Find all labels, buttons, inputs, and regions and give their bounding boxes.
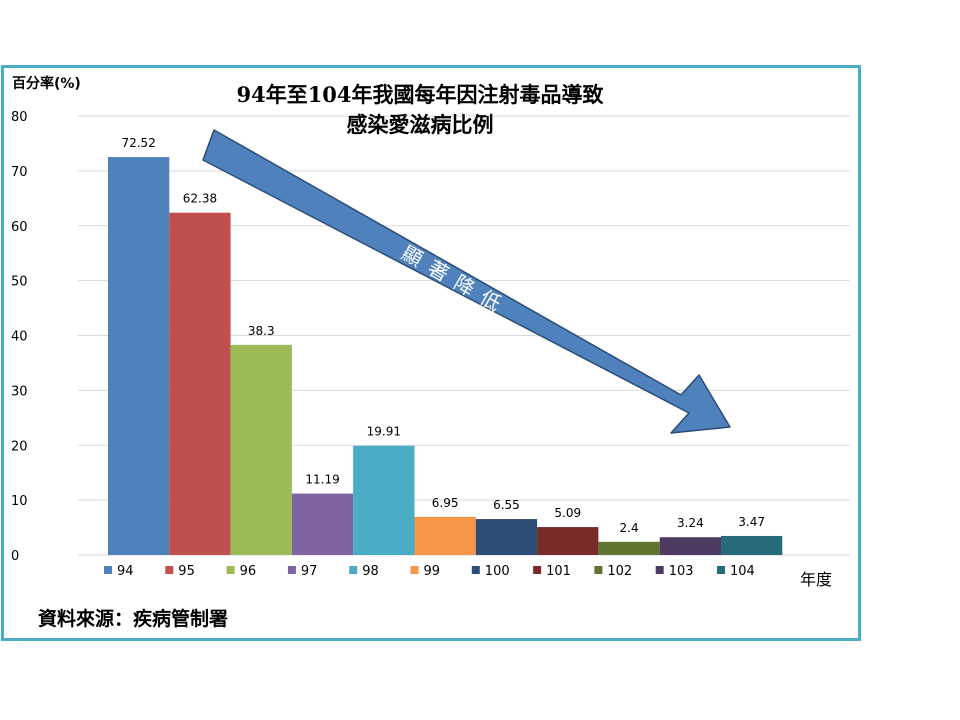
- bar-104: [721, 535, 783, 555]
- legend-label-94: 94: [117, 564, 134, 579]
- legend-swatch-99: [410, 566, 419, 574]
- data-label-96: 38.3: [248, 324, 275, 338]
- legend: 94 95 96 97 98 99 100 101 102 103 104: [104, 564, 755, 579]
- legend-label-96: 96: [240, 564, 257, 579]
- legend-label-99: 99: [424, 564, 441, 579]
- data-label-100: 6.55: [493, 498, 520, 512]
- legend-swatch-95: [165, 566, 174, 574]
- legend-label-100: 100: [485, 564, 510, 579]
- data-label-95: 62.38: [183, 192, 217, 206]
- legend-swatch-96: [226, 566, 235, 574]
- legend-swatch-101: [533, 566, 542, 574]
- x-axis-label: 年度: [800, 570, 833, 589]
- chart-frame: [1, 65, 861, 641]
- data-label-98: 19.91: [367, 425, 401, 439]
- bar-95: [169, 212, 231, 555]
- bar-94: [108, 157, 170, 555]
- bar-97: [291, 493, 354, 555]
- legend-swatch-94: [104, 566, 112, 574]
- legend-label-103: 103: [669, 564, 694, 579]
- trend-arrow-shape: [202, 129, 731, 434]
- legend-label-98: 98: [362, 564, 379, 579]
- legend-swatch-97: [287, 566, 296, 574]
- y-tick-label: 40: [11, 330, 28, 345]
- bar-98: [353, 445, 415, 555]
- data-label-103: 3.24: [677, 516, 704, 530]
- y-tick-label: 10: [11, 494, 28, 509]
- chart-title-line-2: 感染愛滋病比例: [346, 112, 494, 137]
- y-axis-label: 百分率(%): [12, 76, 81, 92]
- bar-100: [475, 519, 538, 555]
- bar-99: [414, 516, 476, 555]
- source-note: 資料來源：疾病管制署: [38, 608, 229, 630]
- legend-swatch-104: [717, 566, 725, 574]
- legend-swatch-102: [594, 566, 603, 574]
- legend-swatch-100: [471, 566, 480, 574]
- legend-swatch-98: [349, 566, 358, 574]
- y-tick-labels: 0 10 20 30 40 50 60 70 80: [11, 110, 28, 564]
- y-tick-label: 30: [11, 384, 28, 399]
- y-tick-label: 70: [11, 165, 28, 180]
- bars: [108, 157, 783, 555]
- y-tick-label: 50: [11, 275, 28, 290]
- bar-96: [230, 344, 292, 555]
- y-tick-label: 80: [11, 110, 28, 125]
- y-tick-label: 0: [11, 549, 19, 564]
- chart-title-line-1: 94年至104年我國每年因注射毒品導致: [236, 82, 604, 107]
- data-label-102: 2.4: [620, 521, 639, 535]
- legend-label-97: 97: [301, 564, 318, 579]
- data-labels: 72.52 62.38 38.3 11.19 19.91 6.95 6.55 5.09 2.4 3…: [121, 136, 765, 535]
- bar-101: [537, 527, 599, 555]
- legend-label-95: 95: [178, 564, 195, 579]
- legend-label-102: 102: [607, 564, 632, 579]
- data-label-97: 11.19: [305, 473, 339, 487]
- legend-swatch-103: [655, 566, 664, 574]
- data-label-104: 3.47: [738, 515, 765, 529]
- data-label-94: 72.52: [121, 136, 155, 150]
- bar-103: [659, 537, 721, 555]
- y-tick-label: 60: [11, 220, 28, 235]
- chart-title: 94年至104年我國每年因注射毒品導致 感染愛滋病比例: [180, 80, 660, 140]
- y-tick-label: 20: [11, 439, 28, 454]
- bar-102: [598, 541, 660, 555]
- legend-label-101: 101: [546, 564, 571, 579]
- data-label-99: 6.95: [432, 496, 459, 510]
- legend-label-104: 104: [730, 564, 755, 579]
- data-label-101: 5.09: [554, 506, 581, 520]
